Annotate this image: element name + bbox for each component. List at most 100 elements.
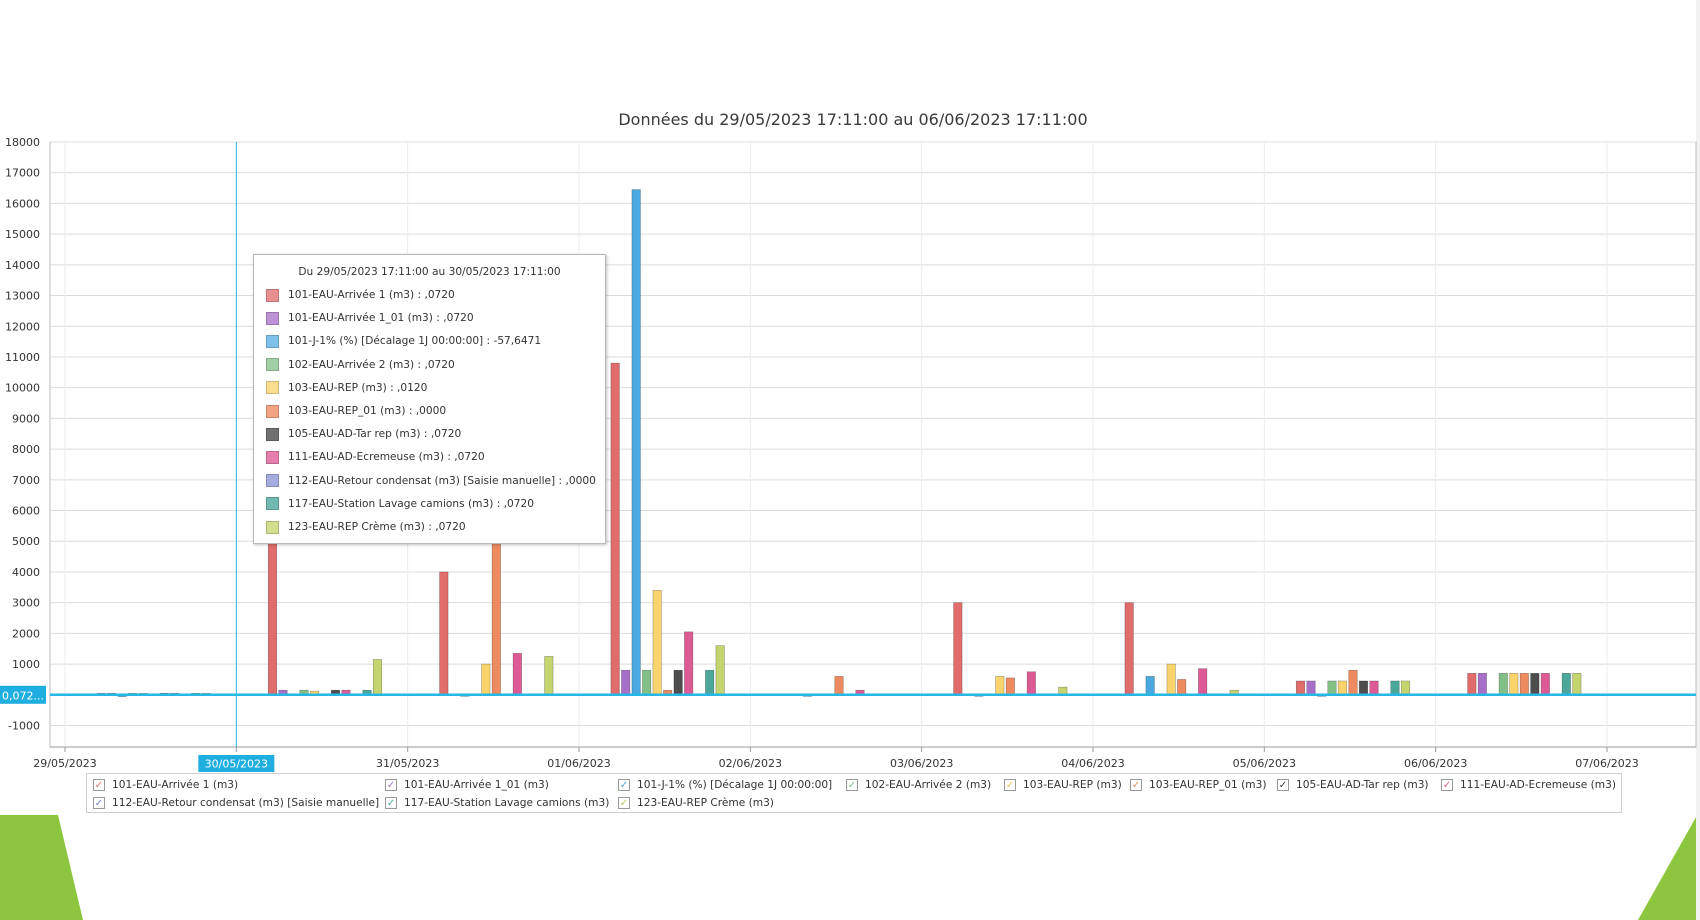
bar[interactable]	[631, 189, 641, 696]
bar[interactable]	[1124, 602, 1134, 696]
bar[interactable]	[1498, 672, 1508, 696]
bar[interactable]	[1540, 672, 1550, 696]
y-tick-label: 5000	[12, 535, 40, 548]
bar[interactable]	[652, 590, 662, 696]
bar[interactable]	[1166, 663, 1176, 696]
bar[interactable]	[995, 676, 1005, 696]
bar[interactable]	[1519, 672, 1529, 696]
y-tick-label: 8000	[12, 443, 40, 456]
legend-item[interactable]: ✓ 105-EAU-AD-Tar rep (m3)	[1277, 777, 1429, 793]
bar[interactable]	[1026, 671, 1036, 696]
legend-checkbox[interactable]: ✓	[385, 797, 397, 809]
bar[interactable]	[642, 669, 652, 696]
y-axis: -1000 1000 2000 3000 4000 5000 6000 7000 8000 900…	[5, 136, 40, 733]
green-corner-right-decoration	[1638, 810, 1700, 920]
legend-label: 117-EAU-Station Lavage camions (m3)	[404, 797, 610, 809]
legend-checkbox[interactable]: ✓	[93, 797, 105, 809]
bar[interactable]	[1198, 668, 1208, 696]
bar[interactable]	[1306, 680, 1316, 696]
tooltip-row-text: 112-EAU-Retour condensat (m3) [Saisie ma…	[288, 474, 596, 487]
tooltip-row: 103-EAU-REP_01 (m3) : ,0000	[266, 403, 446, 419]
legend-item[interactable]: ✓ 101-EAU-Arrivée 1_01 (m3)	[385, 777, 549, 793]
bar[interactable]	[439, 571, 449, 696]
bar[interactable]	[1561, 672, 1571, 696]
y-tick-label: 10000	[5, 382, 40, 395]
legend-checkbox[interactable]: ✓	[618, 779, 630, 791]
legend-item[interactable]: ✓ 103-EAU-REP (m3)	[1004, 777, 1122, 793]
bar[interactable]	[1295, 680, 1306, 696]
bar[interactable]	[512, 653, 522, 696]
tooltip-row-text: 102-EAU-Arrivée 2 (m3) : ,0720	[288, 358, 455, 371]
x-axis: 29/05/2023 31/05/2023 01/06/2023 02/06/2023…	[33, 746, 1696, 770]
legend-checkbox[interactable]: ✓	[1130, 779, 1142, 791]
tooltip-row: 112-EAU-Retour condensat (m3) [Saisie ma…	[266, 473, 596, 489]
legend-item[interactable]: ✓ 112-EAU-Retour condensat (m3) [Saisie m…	[93, 795, 379, 811]
legend-label: 103-EAU-REP (m3)	[1023, 779, 1122, 791]
bar[interactable]	[705, 669, 715, 696]
legend-item[interactable]: ✓ 123-EAU-REP Crème (m3)	[618, 795, 774, 811]
bar[interactable]	[1530, 672, 1540, 696]
legend-checkbox[interactable]: ✓	[618, 797, 630, 809]
legend-checkbox[interactable]: ✓	[1277, 779, 1289, 791]
bar[interactable]	[610, 362, 620, 696]
bar[interactable]	[834, 676, 844, 696]
bar[interactable]	[1145, 676, 1155, 696]
legend-checkbox[interactable]: ✓	[1441, 779, 1453, 791]
legend-label: 102-EAU-Arrivée 2 (m3)	[865, 779, 992, 791]
tooltip-row-text: 101-EAU-Arrivée 1_01 (m3) : ,0720	[288, 312, 474, 325]
bar[interactable]	[1369, 680, 1379, 696]
tooltip-swatch	[266, 474, 279, 488]
bar[interactable]	[1327, 680, 1337, 696]
y-tick-label: 15000	[5, 228, 40, 241]
bar[interactable]	[621, 669, 631, 696]
legend-checkbox[interactable]: ✓	[385, 779, 397, 791]
bar[interactable]	[491, 540, 501, 696]
bar[interactable]	[1390, 680, 1400, 696]
legend-label: 101-J-1% (%) [Décalage 1J 00:00:00]	[637, 779, 833, 791]
y-tick-label: 6000	[12, 505, 40, 518]
y-tick-label: 7000	[12, 474, 40, 487]
bar[interactable]	[1400, 680, 1411, 696]
legend-checkbox[interactable]: ✓	[1004, 779, 1016, 791]
bar[interactable]	[481, 663, 491, 696]
legend-label: 103-EAU-REP_01 (m3)	[1149, 779, 1267, 791]
bar[interactable]	[1348, 669, 1358, 696]
x-tick-label: 29/05/2023	[33, 757, 96, 770]
legend-checkbox[interactable]: ✓	[846, 779, 858, 791]
bar[interactable]	[673, 669, 683, 696]
legend-item[interactable]: ✓ 103-EAU-REP_01 (m3)	[1130, 777, 1266, 793]
y-tick-label: 13000	[5, 290, 40, 303]
bar[interactable]	[715, 645, 725, 696]
y-tick-label: 17000	[5, 167, 40, 180]
legend-item[interactable]: ✓ 111-EAU-AD-Ecremeuse (m3)	[1441, 777, 1616, 793]
legend-item[interactable]: ✓ 117-EAU-Station Lavage camions (m3)	[385, 795, 609, 811]
bar[interactable]	[1358, 680, 1369, 696]
bar[interactable]	[953, 602, 963, 696]
legend-item[interactable]: ✓ 101-EAU-Arrivée 1 (m3)	[93, 777, 238, 793]
legend-item[interactable]: ✓ 102-EAU-Arrivée 2 (m3)	[846, 777, 991, 793]
bar[interactable]	[1509, 672, 1519, 696]
legend-checkbox[interactable]: ✓	[93, 779, 105, 791]
tooltip-swatch	[266, 427, 279, 441]
bar[interactable]	[372, 659, 383, 696]
bar[interactable]	[1005, 677, 1015, 696]
y-tick-label: 9000	[12, 412, 40, 425]
tooltip-swatch	[266, 311, 279, 325]
tooltip-swatch	[266, 358, 279, 372]
bar[interactable]	[684, 631, 694, 696]
y-tick-label: 14000	[5, 259, 40, 272]
tooltip-swatch	[266, 450, 279, 464]
bar[interactable]	[1477, 672, 1487, 696]
bar[interactable]	[1177, 679, 1187, 696]
bar[interactable]	[1467, 672, 1477, 696]
tooltip-swatch	[266, 288, 279, 302]
bar[interactable]	[1337, 680, 1348, 696]
legend-label: 123-EAU-REP Crème (m3)	[637, 797, 774, 809]
tooltip-row: 101-EAU-Arrivée 1_01 (m3) : ,0720	[266, 310, 474, 326]
bar[interactable]	[544, 656, 554, 696]
bar[interactable]	[1572, 672, 1582, 696]
legend-item[interactable]: ✓ 101-J-1% (%) [Décalage 1J 00:00:00]	[618, 777, 832, 793]
tooltip-row: 117-EAU-Station Lavage camions (m3) : ,0…	[266, 496, 534, 512]
tooltip-swatch	[266, 404, 279, 418]
bar[interactable]	[267, 540, 278, 696]
